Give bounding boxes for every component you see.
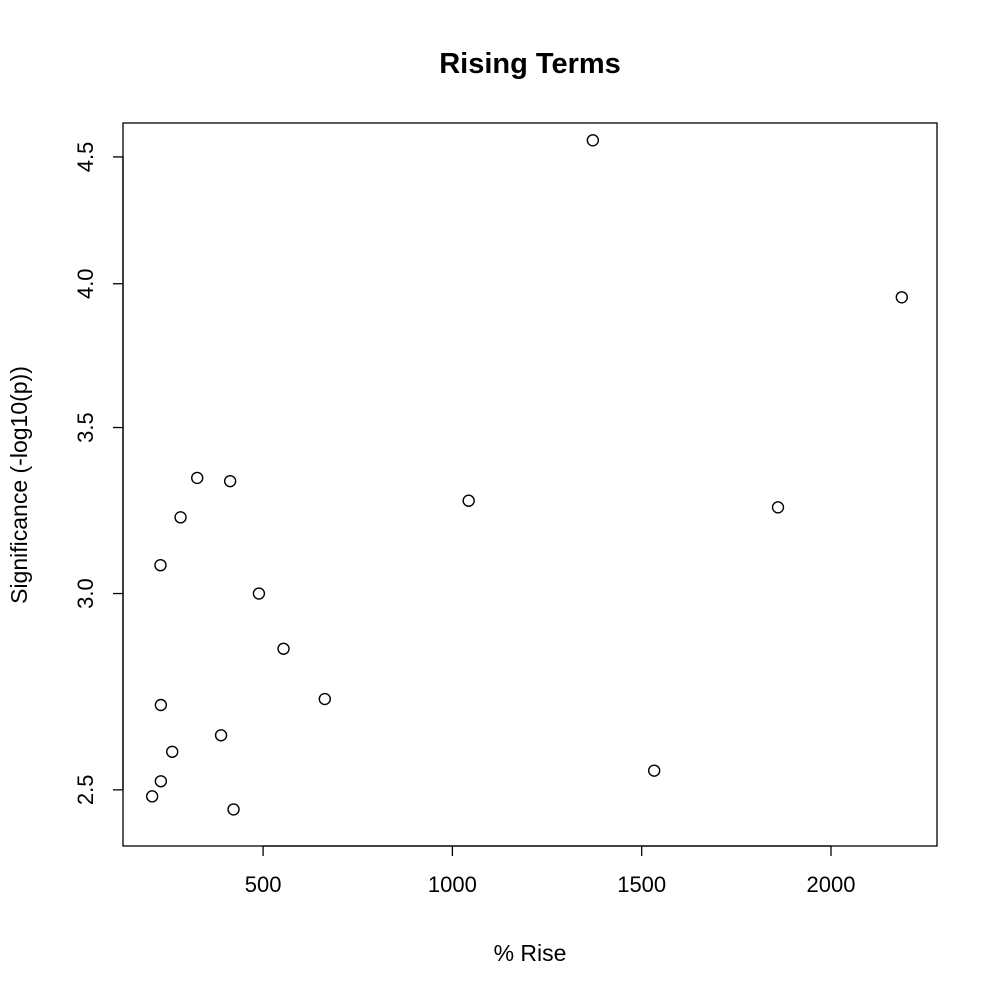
data-point bbox=[154, 558, 167, 572]
y-tick-label: 3.5 bbox=[73, 412, 98, 443]
y-tick-label: 4.0 bbox=[73, 268, 98, 299]
data-point bbox=[174, 511, 187, 524]
data-point bbox=[586, 134, 600, 147]
data-point bbox=[223, 474, 237, 488]
data-points bbox=[145, 134, 908, 816]
y-tick-label: 4.5 bbox=[73, 142, 98, 173]
data-point bbox=[214, 729, 228, 742]
data-point bbox=[154, 775, 168, 788]
data-point bbox=[227, 803, 240, 816]
x-tick-label: 1000 bbox=[428, 872, 477, 897]
y-axis: 2.5 3.0 3.5 4.0 4.5 bbox=[73, 142, 124, 806]
y-tick-label: 2.5 bbox=[73, 775, 98, 806]
data-point bbox=[191, 471, 204, 485]
x-axis: 500 1000 1500 2000 bbox=[245, 845, 856, 897]
data-point bbox=[462, 494, 475, 507]
y-axis-label: Significance (-log10(p)) bbox=[6, 366, 32, 604]
data-point bbox=[318, 692, 331, 706]
data-point bbox=[771, 501, 785, 514]
y-tick-label: 3.0 bbox=[73, 578, 98, 609]
data-point bbox=[154, 698, 168, 712]
data-point bbox=[252, 587, 266, 600]
plot-frame bbox=[122, 122, 938, 847]
x-tick-label: 1500 bbox=[617, 872, 666, 897]
data-point bbox=[166, 745, 179, 758]
data-point bbox=[895, 291, 908, 304]
x-axis-label: % Rise bbox=[494, 940, 567, 966]
x-tick-label: 500 bbox=[245, 872, 282, 897]
data-point bbox=[277, 642, 290, 655]
data-point bbox=[145, 790, 159, 803]
chart-title: Rising Terms bbox=[439, 48, 621, 80]
x-tick-label: 2000 bbox=[807, 872, 856, 897]
data-point bbox=[647, 764, 661, 777]
